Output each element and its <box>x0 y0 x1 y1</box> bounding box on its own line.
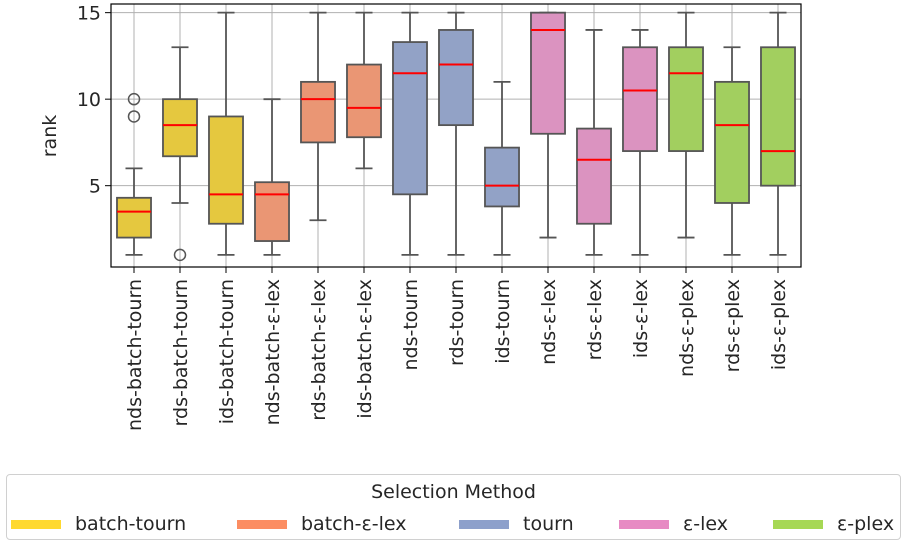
legend-item-eps-lex: ε-lex <box>619 512 728 536</box>
y-tick-label: 5 <box>89 176 101 198</box>
box-ids-ε-plex <box>760 11 796 256</box>
legend-title: Selection Method <box>371 481 536 503</box>
box-rds-batch-tourn <box>162 46 198 262</box>
x-tick-label: rds-ε-plex <box>722 279 744 372</box>
x-tick-label: nds-tourn <box>400 279 422 371</box>
outlier-point <box>173 248 187 262</box>
box-body <box>438 29 474 127</box>
legend-label-batch-eps-lex: batch-ε-lex <box>301 513 407 535</box>
box-body <box>162 98 198 158</box>
box-nds-batch-tourn <box>116 92 152 256</box>
x-tick-label: ids-ε-lex <box>630 279 652 358</box>
legend-item-tourn: tourn <box>459 512 574 536</box>
x-tick-label: nds-ε-lex <box>538 279 560 365</box>
x-tick-label: rds-batch-ε-lex <box>308 279 330 421</box>
y-tick-label: 15 <box>77 3 101 25</box>
legend-label-tourn: tourn <box>523 513 574 535</box>
box-nds-ε-lex <box>530 11 566 239</box>
legend-item-batch-eps-lex: batch-ε-lex <box>237 512 407 536</box>
box-ids-tourn <box>484 80 520 256</box>
y-axis-label: rank <box>39 115 61 158</box>
x-tick-label: ids-batch-tourn <box>216 279 238 424</box>
box-body <box>346 63 382 139</box>
box-rds-batch-ε-lex <box>300 11 336 222</box>
box-body <box>760 46 796 187</box>
x-axis: nds-batch-tourn rds-batch-tourn ids-batch-… <box>124 267 790 431</box>
y-tick-label: 10 <box>77 89 101 111</box>
y-axis: 5 10 15 <box>77 3 111 198</box>
box-body <box>530 11 566 135</box>
box-body <box>576 127 612 225</box>
legend-swatch-eps-plex <box>773 519 823 529</box>
outlier-point <box>127 92 141 106</box>
x-tick-label: nds-ε-plex <box>676 279 698 377</box>
legend-label-eps-lex: ε-lex <box>683 513 729 535</box>
x-tick-label: rds-ε-lex <box>584 279 606 360</box>
box-body <box>668 46 704 152</box>
legend-item-batch-tourn: batch-tourn <box>11 512 186 536</box>
box-body <box>300 80 336 144</box>
box-rds-ε-lex <box>576 29 612 256</box>
box-body <box>208 115 244 225</box>
x-tick-label: ids-tourn <box>492 279 514 364</box>
x-tick-label: ids-batch-ε-lex <box>354 279 376 419</box>
legend-label-eps-plex: ε-plex <box>837 513 895 535</box>
box-ids-batch-tourn <box>208 11 244 256</box>
x-tick-label: ids-ε-plex <box>768 279 790 370</box>
box-body <box>116 196 152 239</box>
legend-swatch-eps-lex <box>619 519 669 529</box>
legend-swatch-batch-eps-lex <box>237 519 287 529</box>
legend-label-batch-tourn: batch-tourn <box>75 513 187 535</box>
legend-swatch-tourn <box>459 519 509 529</box>
box-nds-batch-ε-lex <box>254 98 290 256</box>
x-tick-label: nds-batch-tourn <box>124 279 146 431</box>
legend-item-eps-plex: ε-plex <box>773 512 894 536</box>
x-tick-label: rds-tourn <box>446 279 468 366</box>
box-nds-tourn <box>392 11 428 256</box>
box-ids-batch-ε-lex <box>346 11 382 170</box>
box-rds-tourn <box>438 11 474 256</box>
box-rds-ε-plex <box>714 46 750 256</box>
box-group <box>116 11 796 262</box>
outlier-point <box>127 110 141 123</box>
box-body <box>714 80 750 204</box>
x-tick-label: nds-batch-ε-lex <box>262 279 284 425</box>
box-body <box>254 181 290 242</box>
box-body <box>622 46 658 152</box>
box-body <box>392 41 428 196</box>
x-tick-label: rds-batch-tourn <box>170 279 192 426</box>
box-body <box>484 146 520 208</box>
box-nds-ε-plex <box>668 11 704 239</box>
legend: Selection Method batch-tourn batch-ε-lex… <box>6 474 901 540</box>
box-ids-ε-lex <box>622 29 658 256</box>
box-plot-chart: 5 10 15 nds-batch-tourn rds-batch-tourn ids-… <box>39 3 802 431</box>
legend-swatch-batch-tourn <box>11 519 61 529</box>
